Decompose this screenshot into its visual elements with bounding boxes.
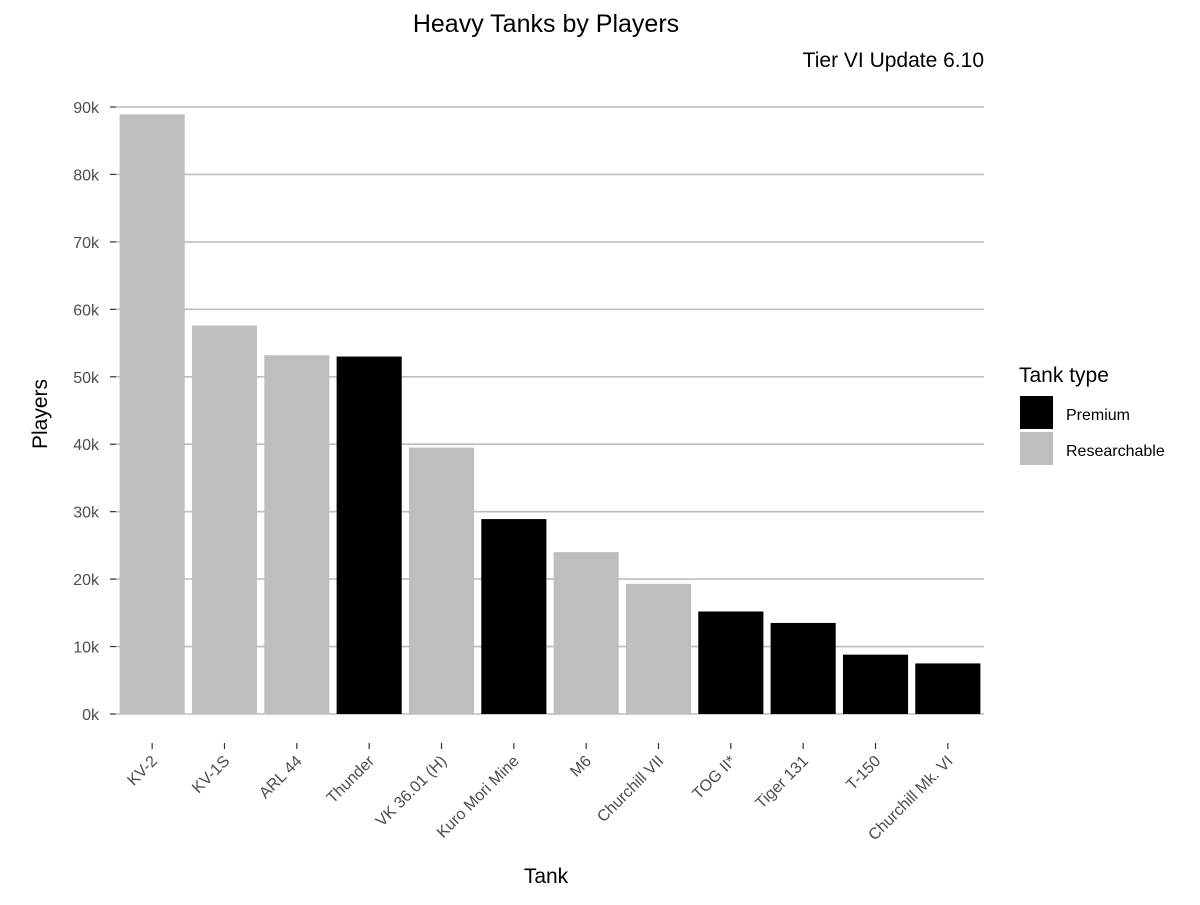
legend-swatch-premium: [1020, 396, 1053, 429]
legend-label-researchable: Researchable: [1066, 443, 1165, 460]
y-tick-label: 10k: [73, 640, 100, 657]
y-tick-label: 80k: [73, 167, 100, 184]
x-axis-title: Tank: [524, 865, 569, 888]
bar: [842, 654, 909, 714]
bars: [119, 114, 981, 715]
legend-title: Tank type: [1019, 364, 1109, 387]
x-tick-label: T-150: [843, 753, 884, 794]
y-axis-title: Players: [29, 379, 52, 449]
x-tick-label: Tiger 131: [753, 753, 812, 812]
y-tick-label: 0k: [82, 707, 100, 724]
x-tick-label: ARL 44: [256, 753, 305, 802]
chart-title: Heavy Tanks by Players: [413, 10, 679, 38]
bar: [915, 663, 981, 714]
bar: [191, 325, 258, 714]
y-tick-label: 30k: [73, 505, 100, 522]
x-tick-label: KV-1S: [189, 753, 233, 797]
bar: [408, 447, 475, 714]
bar: [770, 622, 836, 714]
bar: [119, 114, 185, 715]
x-tick-label: TOG II*: [690, 753, 740, 803]
legend: Tank type Premium Researchable: [1019, 364, 1165, 465]
bar: [553, 552, 619, 714]
y-tick-label: 60k: [73, 302, 100, 319]
legend-swatch-researchable: [1020, 432, 1053, 465]
legend-label-premium: Premium: [1066, 407, 1130, 424]
y-tick-label: 40k: [73, 437, 100, 454]
x-tick-label: M6: [567, 753, 595, 781]
bar: [336, 356, 402, 714]
x-tick-label: Thunder: [324, 752, 379, 807]
x-tick-label: Churchill VII: [594, 753, 667, 826]
x-tick-label: VK 36.01 (H): [373, 753, 450, 830]
bar: [264, 355, 330, 714]
y-axis: 0k 10k 20k 30k 40k 50k 60k 70k 80k 90k: [73, 100, 116, 724]
x-tick-label: KV-2: [124, 753, 161, 790]
y-tick-label: 50k: [73, 370, 100, 387]
y-tick-label: 20k: [73, 572, 100, 589]
bar: [698, 611, 764, 714]
bar: [625, 583, 692, 714]
chart-subtitle: Tier VI Update 6.10: [803, 49, 984, 72]
y-tick-label: 90k: [73, 100, 100, 117]
gridlines: [116, 106, 984, 715]
y-tick-label: 70k: [73, 235, 100, 252]
bar: [481, 519, 547, 714]
